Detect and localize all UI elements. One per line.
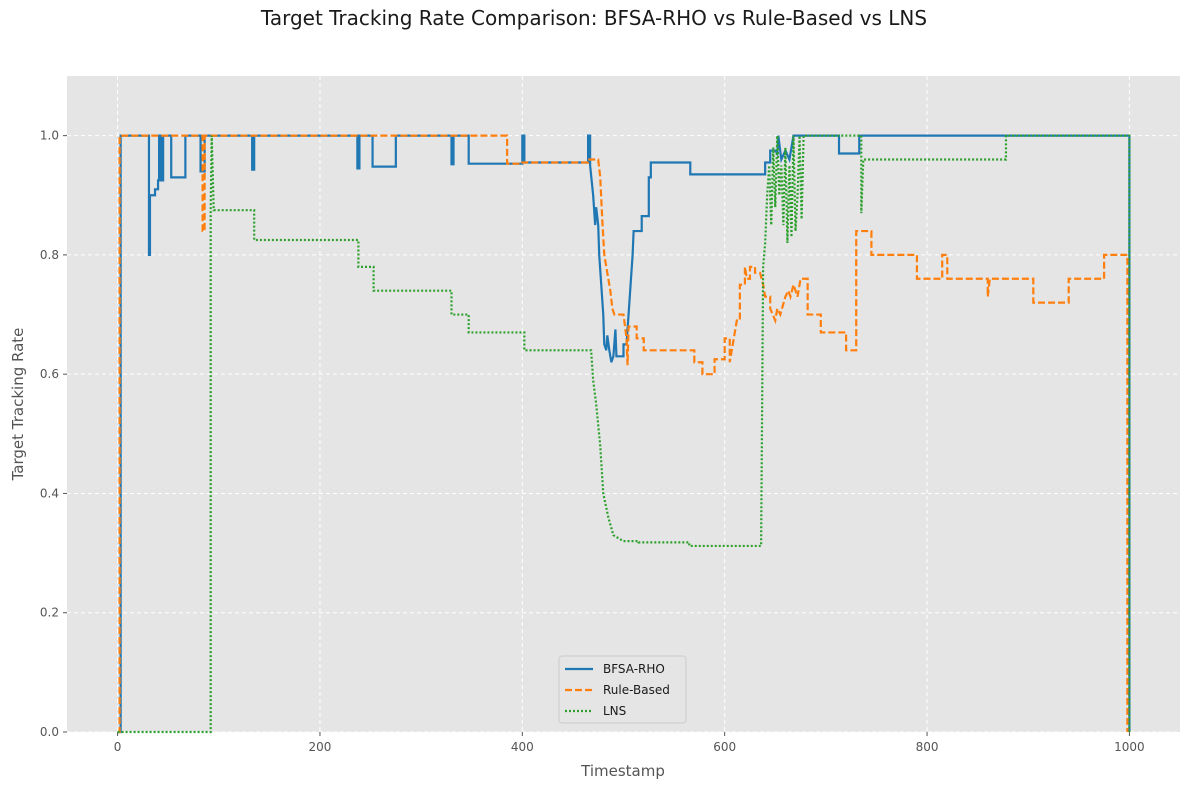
x-tick-label: 600 bbox=[713, 740, 736, 754]
y-tick-label: 0.6 bbox=[40, 367, 59, 381]
y-axis-ticks: 0.0 0.2 0.4 0.6 0.8 1.0 bbox=[40, 129, 67, 739]
x-tick-label: 800 bbox=[916, 740, 939, 754]
x-axis-ticks: 0 200 400 600 800 1000 bbox=[114, 732, 1145, 754]
y-axis-title: Target Tracking Rate bbox=[9, 328, 27, 482]
y-tick-label: 0.0 bbox=[40, 725, 59, 739]
legend-label: LNS bbox=[603, 704, 626, 718]
x-tick-label: 1000 bbox=[1114, 740, 1145, 754]
y-tick-label: 1.0 bbox=[40, 129, 59, 143]
x-tick-label: 200 bbox=[309, 740, 332, 754]
legend-label: BFSA-RHO bbox=[603, 662, 665, 676]
series-line-rule-based bbox=[117, 134, 1129, 734]
x-tick-label: 0 bbox=[114, 740, 122, 754]
y-tick-label: 0.8 bbox=[40, 248, 59, 262]
series-line-lns bbox=[117, 134, 1131, 734]
plot-area bbox=[67, 76, 1180, 732]
grid-lines bbox=[67, 76, 1180, 733]
legend-label: Rule-Based bbox=[603, 683, 670, 697]
legend-box bbox=[558, 655, 687, 724]
y-tick-label: 0.2 bbox=[40, 606, 59, 620]
legend: BFSA-RHO Rule-Based LNS bbox=[558, 655, 687, 724]
y-tick-label: 0.4 bbox=[40, 486, 59, 500]
series-lines bbox=[117, 134, 1131, 734]
x-tick-label: 400 bbox=[511, 740, 534, 754]
chart-title: Target Tracking Rate Comparison: BFSA-RH… bbox=[260, 6, 927, 30]
x-axis-title: Timestamp bbox=[580, 762, 665, 780]
